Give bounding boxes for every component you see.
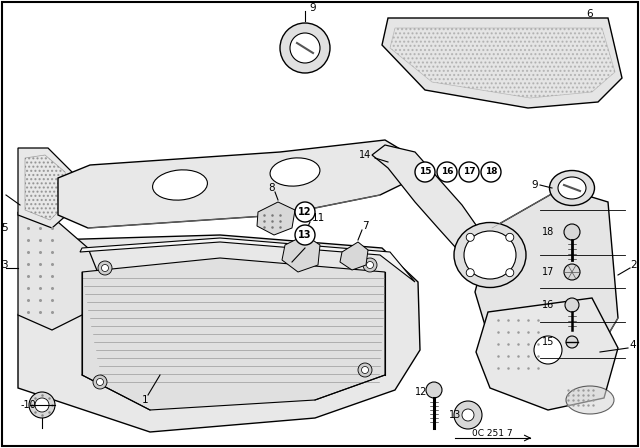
Polygon shape: [18, 148, 78, 228]
Circle shape: [564, 224, 580, 240]
Circle shape: [462, 409, 474, 421]
Text: 1: 1: [141, 395, 148, 405]
Polygon shape: [18, 235, 420, 432]
Circle shape: [97, 379, 104, 385]
Text: 16: 16: [542, 300, 554, 310]
Circle shape: [564, 264, 580, 280]
Circle shape: [426, 382, 442, 398]
Text: 16: 16: [441, 168, 453, 177]
Circle shape: [466, 269, 474, 277]
Text: 4: 4: [630, 340, 636, 350]
Circle shape: [506, 269, 514, 277]
Text: 6: 6: [587, 9, 593, 19]
Ellipse shape: [270, 158, 320, 186]
Text: 17: 17: [542, 267, 554, 277]
Circle shape: [367, 262, 374, 268]
Circle shape: [454, 401, 482, 429]
Circle shape: [459, 162, 479, 182]
Text: -10: -10: [20, 400, 36, 410]
Text: 8: 8: [269, 183, 275, 193]
Circle shape: [466, 233, 474, 241]
Circle shape: [437, 162, 457, 182]
Circle shape: [295, 202, 315, 222]
Circle shape: [98, 261, 112, 275]
Circle shape: [566, 336, 578, 348]
Polygon shape: [18, 212, 100, 330]
Circle shape: [534, 336, 562, 364]
Text: 14: 14: [359, 150, 371, 160]
Text: 18: 18: [542, 227, 554, 237]
Text: 13: 13: [298, 230, 312, 240]
Text: 17: 17: [463, 168, 476, 177]
Ellipse shape: [566, 386, 614, 414]
Polygon shape: [282, 235, 320, 272]
Circle shape: [565, 298, 579, 312]
Ellipse shape: [558, 177, 586, 199]
Circle shape: [93, 375, 107, 389]
Text: 11: 11: [312, 213, 324, 223]
Polygon shape: [58, 140, 415, 228]
Circle shape: [280, 23, 330, 73]
Polygon shape: [340, 242, 368, 270]
Ellipse shape: [152, 170, 207, 200]
Circle shape: [362, 366, 369, 374]
Text: 18: 18: [484, 168, 497, 177]
Text: 15: 15: [542, 337, 554, 347]
Text: 12: 12: [415, 387, 427, 397]
Polygon shape: [80, 238, 415, 282]
Circle shape: [358, 363, 372, 377]
Text: 9: 9: [310, 3, 316, 13]
Circle shape: [35, 398, 49, 412]
Text: 12: 12: [298, 207, 312, 217]
Polygon shape: [476, 298, 618, 410]
Circle shape: [415, 162, 435, 182]
Text: 3: 3: [1, 260, 7, 270]
Polygon shape: [382, 18, 622, 108]
Text: 7: 7: [362, 221, 368, 231]
Text: 0C 251 7: 0C 251 7: [472, 428, 512, 438]
Polygon shape: [475, 188, 618, 372]
Ellipse shape: [550, 171, 595, 206]
Circle shape: [295, 225, 315, 245]
Circle shape: [102, 264, 109, 271]
Circle shape: [363, 258, 377, 272]
Ellipse shape: [464, 231, 516, 279]
Text: 9: 9: [532, 180, 538, 190]
Circle shape: [506, 233, 514, 241]
Text: 15: 15: [419, 168, 431, 177]
Text: 2: 2: [630, 260, 637, 270]
Polygon shape: [257, 202, 295, 235]
Ellipse shape: [454, 223, 526, 288]
Circle shape: [29, 392, 55, 418]
Polygon shape: [82, 258, 385, 410]
Circle shape: [290, 33, 320, 63]
Circle shape: [481, 162, 501, 182]
Polygon shape: [372, 145, 500, 278]
Text: 5: 5: [2, 223, 8, 233]
Text: 13: 13: [449, 410, 461, 420]
